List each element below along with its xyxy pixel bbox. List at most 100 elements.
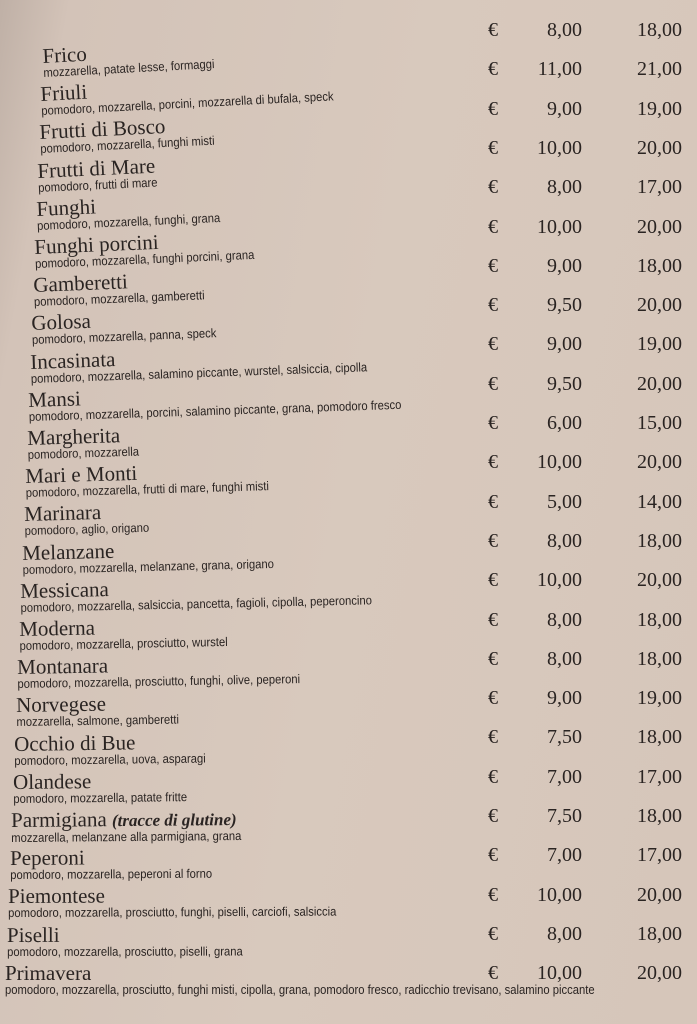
menu-item: Gamberetti pomodoro, mozzarella, gamberet… — [33, 269, 224, 309]
euro-sign: € — [488, 490, 498, 513]
menu-item: Messicana pomodoro, mozzarella, salsiccia… — [20, 573, 411, 615]
euro-sign: € — [488, 962, 498, 985]
item-name: Primavera — [5, 960, 660, 985]
euro-sign: € — [488, 58, 498, 81]
menu-item: Peperoni pomodoro, mozzarella, peperoni a… — [9, 845, 235, 883]
item-name-text: Parmigiana — [11, 807, 107, 832]
price-small: 8,00 — [547, 647, 582, 670]
price-small: 10,00 — [537, 569, 582, 592]
price-small: 10,00 — [537, 215, 582, 238]
menu-item: Frico mozzarella, patate lesse, formaggi — [42, 37, 234, 80]
item-description: pomodoro, mozzarella, prosciutto, wurste… — [19, 634, 228, 653]
euro-sign: € — [488, 333, 498, 356]
menu-item: Montanara pomodoro, mozzarella, prosciutt… — [17, 653, 332, 692]
price-small: 11,00 — [537, 58, 582, 81]
price-large: 20,00 — [637, 962, 682, 985]
item-name-text: Peperoni — [9, 845, 85, 871]
item-name: Piselli — [6, 922, 269, 947]
euro-sign: € — [488, 687, 498, 710]
item-name-text: Piselli — [6, 922, 60, 947]
item-description: pomodoro, mozzarella, peperoni al forno — [9, 866, 212, 883]
price-large: 20,00 — [637, 215, 682, 238]
menu-item: Norvegese mozzarella, salmone, gamberetti — [16, 692, 197, 729]
menu-item: Piselli pomodoro, mozzarella, prosciutto,… — [6, 922, 269, 959]
price-small: 10,00 — [537, 451, 582, 474]
euro-sign: € — [488, 451, 498, 474]
item-note: (tracce di glutine) — [112, 810, 237, 831]
price-large: 19,00 — [637, 97, 682, 120]
price-small: 9,00 — [547, 333, 582, 356]
euro-sign: € — [488, 136, 498, 159]
item-description: pomodoro, mozzarella, prosciutto, funghi… — [5, 982, 595, 997]
euro-sign: € — [488, 883, 498, 906]
price-small: 10,00 — [537, 883, 582, 906]
menu-item: Margherita pomodoro, mozzarella — [26, 423, 152, 462]
euro-sign: € — [488, 529, 498, 552]
menu-item: Olandese pomodoro, mozzarella, patate fri… — [12, 768, 207, 806]
euro-sign: € — [488, 922, 498, 945]
price-small: 7,50 — [547, 805, 582, 827]
price-small: 10,00 — [537, 136, 582, 159]
item-description: pomodoro, mozzarella, prosciutto, pisell… — [6, 944, 243, 959]
euro-sign: € — [488, 647, 498, 670]
price-large: 17,00 — [637, 844, 682, 867]
euro-sign: € — [488, 608, 498, 631]
item-name: Parmigiana (tracce di glutine) — [11, 807, 267, 832]
item-name-text: Primavera — [5, 960, 92, 985]
menu-item: Frutti di Mare pomodoro, frutti di mare — [37, 153, 171, 194]
price-small: 8,00 — [547, 922, 582, 945]
item-description: pomodoro, mozzarella, prosciutto, funghi… — [8, 904, 337, 921]
euro-sign: € — [488, 805, 498, 827]
menu-item: Moderna pomodoro, mozzarella, prosciutto,… — [19, 615, 251, 653]
item-description: pomodoro, mozzarella — [27, 444, 139, 462]
price-large: 20,00 — [637, 451, 682, 474]
price-small: 9,00 — [547, 687, 582, 710]
euro-sign: € — [488, 569, 498, 592]
price-large: 20,00 — [637, 883, 682, 906]
menu-item: Melanzane pomodoro, mozzarella, melanzane… — [22, 537, 302, 576]
menu-item: Funghi porcini pomodoro, mozzarella, fung… — [34, 228, 279, 271]
price-large: 14,00 — [637, 490, 682, 513]
price-small: 9,00 — [547, 97, 582, 120]
price-small: 6,00 — [547, 412, 582, 434]
item-name: Peperoni — [9, 845, 235, 871]
price-large: 20,00 — [637, 569, 682, 592]
euro-sign: € — [488, 97, 498, 120]
price-small: 9,50 — [547, 294, 582, 317]
item-name: Piemontese — [8, 884, 373, 908]
price-large: 20,00 — [637, 294, 682, 317]
menu-item: Incasinata pomodoro, mozzarella, salamino… — [30, 340, 405, 386]
price-small: 7,50 — [547, 726, 582, 749]
price-small: 10,00 — [537, 962, 582, 985]
menu-item: Frutti di Bosco pomodoro, mozzarella, fun… — [39, 114, 234, 156]
item-name: Olandese — [12, 768, 206, 794]
item-description: pomodoro, mozzarella, uova, asparagi — [14, 751, 207, 768]
price-small: 8,00 — [547, 529, 582, 552]
price-large: 18,00 — [637, 922, 682, 945]
price-small: 8,00 — [547, 176, 582, 199]
item-name-text: Olandese — [12, 768, 92, 794]
menu-item: Parmigiana (tracce di glutine) mozzarella… — [11, 807, 267, 845]
price-large: 18,00 — [637, 529, 682, 552]
price-large: 20,00 — [637, 136, 682, 159]
price-small: 9,00 — [547, 254, 582, 277]
price-small: 7,00 — [547, 765, 582, 788]
price-large: 17,00 — [637, 176, 682, 199]
price-large: 18,00 — [637, 647, 682, 670]
price-large: 21,00 — [637, 58, 682, 81]
price-large: 18,00 — [637, 19, 682, 41]
item-description: mozzarella, melanzane alla parmigiana, g… — [11, 828, 242, 845]
euro-sign: € — [488, 844, 498, 867]
item-description: pomodoro, mozzarella, patate fritte — [12, 789, 187, 806]
price-large: 15,00 — [637, 412, 682, 434]
euro-sign: € — [488, 294, 498, 317]
price-small: 5,00 — [547, 490, 582, 513]
euro-sign: € — [488, 372, 498, 395]
menu-item: Marinara pomodoro, aglio, origano — [23, 500, 163, 539]
euro-sign: € — [488, 765, 498, 788]
item-description: pomodoro, aglio, origano — [23, 521, 149, 539]
menu-item: Primavera pomodoro, mozzarella, prosciutt… — [5, 960, 660, 997]
price-small: 7,00 — [547, 844, 582, 867]
price-small: 8,00 — [547, 608, 582, 631]
price-large: 18,00 — [637, 254, 682, 277]
